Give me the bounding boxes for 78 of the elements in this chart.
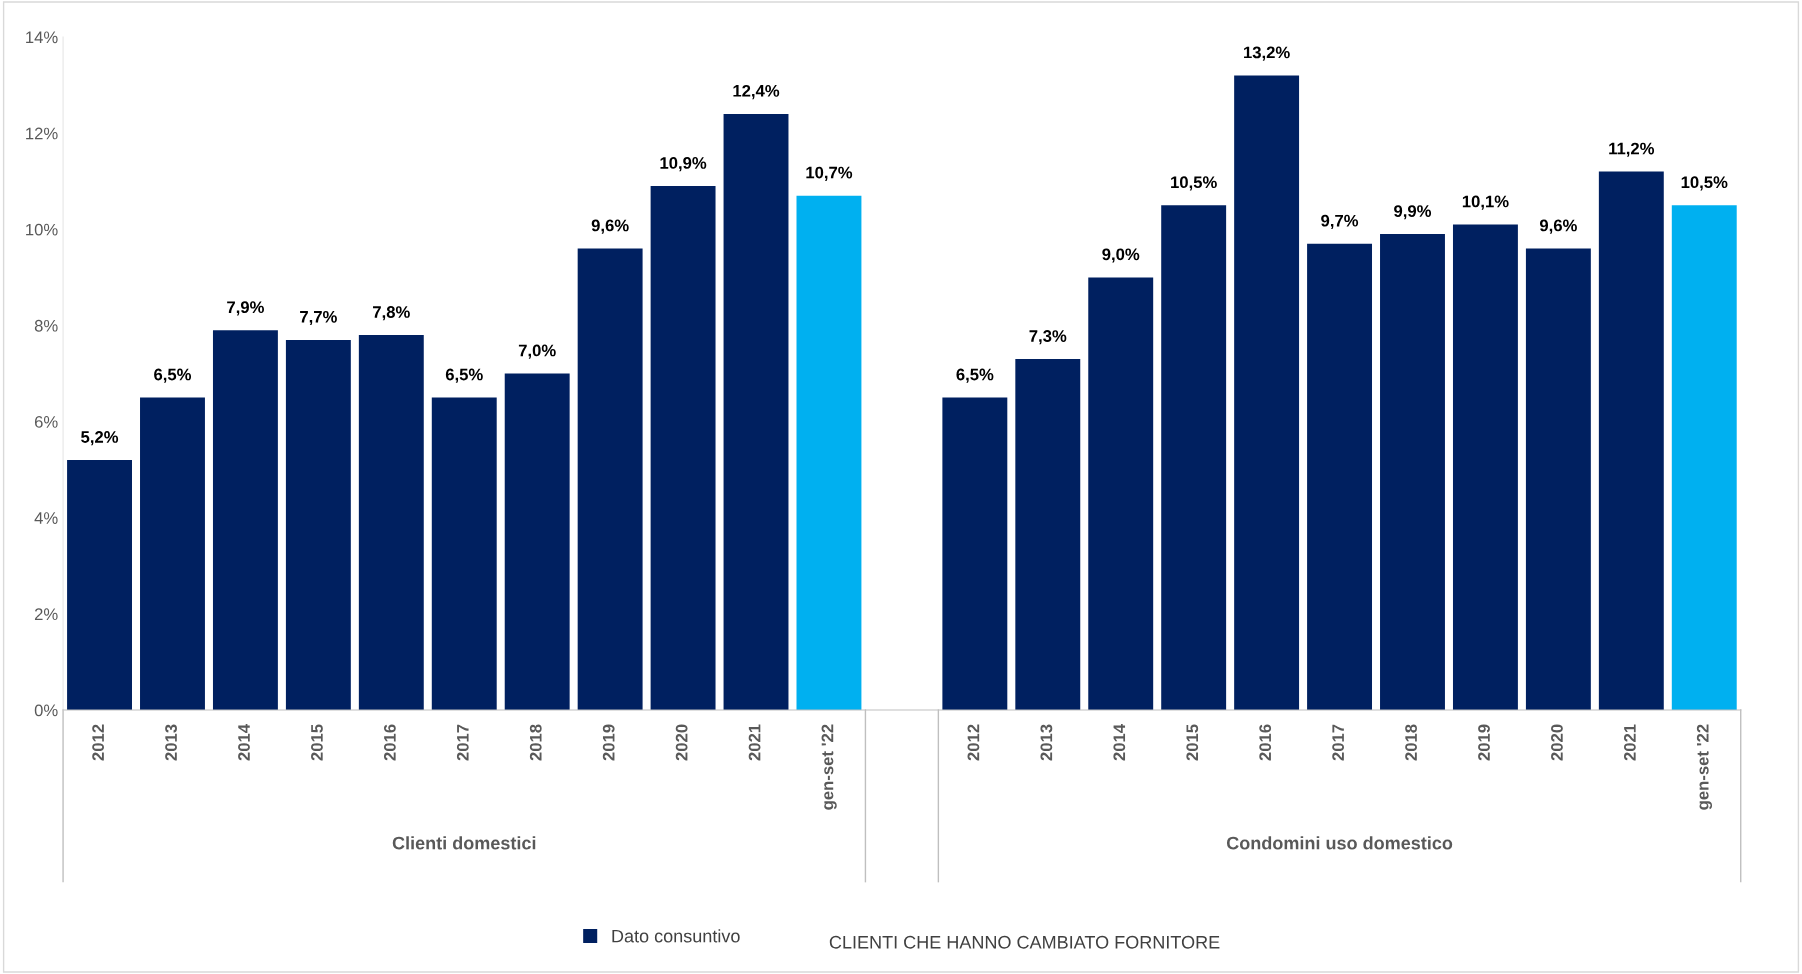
x-tick-label: 2019 <box>602 724 615 761</box>
y-tick-label: 12% <box>26 127 58 140</box>
x-tick-label: 2018 <box>529 724 542 761</box>
bar <box>431 397 497 711</box>
x-tick-label: 2015 <box>311 724 323 761</box>
data-label: 6,5% <box>956 368 994 383</box>
data-label: 10,7% <box>806 166 853 181</box>
bar <box>212 330 278 711</box>
x-tick-label: 2014 <box>238 724 250 761</box>
bar <box>358 335 424 711</box>
bar <box>942 397 1008 711</box>
data-label: 11,2% <box>1609 142 1655 157</box>
x-tick-label: 2013 <box>165 724 177 761</box>
data-label: 7,3% <box>1029 330 1067 345</box>
x-tick-label: 2019 <box>1478 724 1490 761</box>
data-label: 9,6% <box>591 219 629 234</box>
x-tick-label: 2016 <box>1259 724 1272 761</box>
bar <box>285 339 351 711</box>
data-label: 7,8% <box>373 306 410 321</box>
x-tick-label: 2020 <box>1551 724 1563 761</box>
x-tick-label: 2021 <box>1623 724 1636 761</box>
x-tick-label: 2021 <box>748 724 761 761</box>
x-tick-label: 2018 <box>1405 724 1417 761</box>
data-label: 7,0% <box>518 344 556 359</box>
y-tick-label: 14% <box>26 31 58 44</box>
bar <box>1161 205 1227 711</box>
x-tick-label: 2014 <box>1113 724 1126 761</box>
text: Condomini uso domestico <box>1226 836 1453 850</box>
data-label: 10,5% <box>1171 176 1217 191</box>
x-tick-label: 2016 <box>383 724 396 761</box>
data-label: 5,2% <box>81 431 119 446</box>
y-tick-label: 0% <box>34 704 58 717</box>
data-label: 7,9% <box>227 301 264 316</box>
x-tick-label: gen-set '22 <box>1696 724 1713 810</box>
bar <box>504 373 570 711</box>
y-tick-label: 4% <box>34 512 58 524</box>
bar <box>577 248 643 711</box>
x-tick-label: 2012 <box>967 724 980 761</box>
bar <box>723 113 789 711</box>
y-tick-label: 8% <box>34 319 58 332</box>
text: Clienti domestici <box>392 836 536 850</box>
x-tick-label: gen-set '22 <box>821 724 837 810</box>
data-label: 9,9% <box>1394 205 1432 220</box>
text: CLIENTI CHE HANNO CAMBIATO FORNITORE <box>829 935 1220 949</box>
x-tick-label: 2012 <box>92 724 105 761</box>
bar <box>796 195 862 711</box>
data-label: 13,2% <box>1244 46 1290 61</box>
data-label: 9,0% <box>1102 248 1140 263</box>
bar <box>1015 359 1081 711</box>
x-tick-label: 2013 <box>1040 724 1053 761</box>
data-label: 7,7% <box>300 310 337 326</box>
data-label: 6,5% <box>154 368 192 383</box>
data-label: 10,9% <box>660 157 707 172</box>
data-label: 9,6% <box>1539 219 1577 234</box>
bar <box>1671 205 1737 711</box>
bar <box>1234 75 1300 711</box>
bar <box>1380 234 1445 711</box>
bar <box>67 460 132 711</box>
x-tick-label: 2017 <box>456 724 469 761</box>
y-tick-label: 10% <box>26 223 58 236</box>
bar <box>1452 224 1518 711</box>
data-label: 10,1% <box>1462 195 1509 210</box>
bar <box>1525 248 1591 711</box>
legend-label: Dato consuntivo <box>612 929 740 943</box>
bar <box>1307 243 1373 711</box>
bar <box>1088 277 1154 711</box>
data-label: 9,7% <box>1321 214 1359 229</box>
bar <box>140 397 205 711</box>
y-tick-label: 6% <box>34 416 58 428</box>
y-tick-label: 2% <box>34 608 58 621</box>
data-label: 6,5% <box>445 368 483 383</box>
bar <box>1598 171 1664 711</box>
bar <box>650 186 716 711</box>
data-label: 10,5% <box>1681 176 1728 191</box>
x-tick-label: 2020 <box>675 724 688 761</box>
x-tick-label: 2017 <box>1332 724 1345 761</box>
x-tick-label: 2015 <box>1186 724 1199 761</box>
data-label: 12,4% <box>733 84 780 100</box>
